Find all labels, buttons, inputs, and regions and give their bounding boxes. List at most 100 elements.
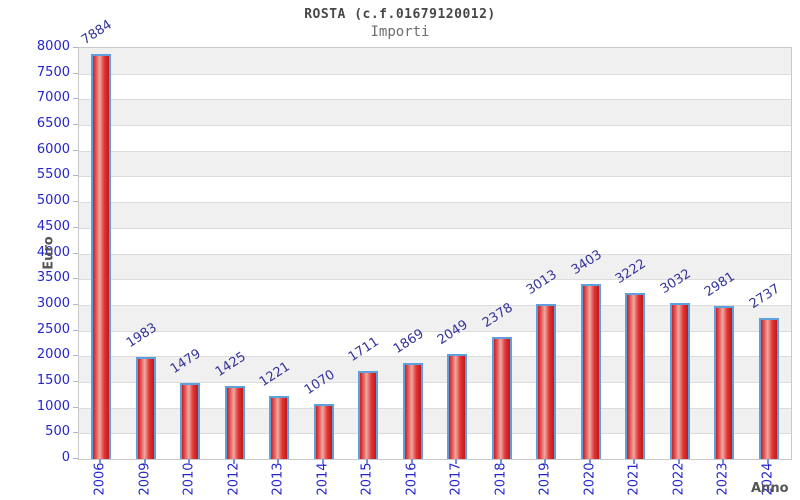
y-tick-label: 5500 [36, 167, 70, 183]
y-tick-mark [73, 406, 78, 408]
bar-2014 [313, 404, 334, 459]
y-tick-label: 500 [45, 424, 70, 440]
x-tick-mark [143, 459, 146, 464]
x-tick-mark [232, 459, 235, 464]
y-tick-label: 7000 [36, 90, 70, 106]
x-axis-title: Anno [751, 481, 789, 496]
gridline [79, 253, 791, 255]
gridline [79, 381, 791, 383]
plot-band [79, 125, 791, 151]
x-tick-mark [588, 459, 591, 464]
x-tick-label: 2023 [715, 462, 731, 496]
y-tick-mark [73, 149, 78, 151]
x-tick-mark [410, 459, 413, 464]
chart-title: ROSTA (c.f.01679120012) [304, 7, 496, 22]
plot-band [79, 176, 791, 203]
x-tick-label: 2015 [359, 462, 375, 496]
y-tick-mark [73, 432, 78, 434]
x-tick-mark [544, 459, 547, 464]
x-tick-mark [677, 459, 680, 464]
y-tick-label: 6500 [36, 116, 70, 132]
gridline [79, 125, 791, 127]
bar-2020 [580, 284, 601, 459]
x-tick-label: 2014 [315, 462, 331, 496]
x-tick-label: 2020 [582, 462, 598, 496]
x-tick-label: 2022 [671, 462, 687, 496]
gridline [79, 150, 791, 152]
bar-2022 [669, 303, 690, 459]
bar-2015 [358, 371, 379, 459]
y-tick-label: 0 [61, 450, 70, 465]
bar-2017 [447, 353, 468, 459]
x-tick-mark [722, 459, 725, 464]
x-tick-mark [455, 459, 458, 464]
y-tick-mark [73, 124, 78, 126]
gridline [79, 433, 791, 435]
bar-2016 [402, 362, 423, 459]
y-tick-mark [73, 303, 78, 305]
x-tick-mark [766, 459, 769, 464]
plot-band [79, 48, 791, 74]
y-tick-label: 4000 [36, 244, 70, 260]
bar-2021 [625, 293, 646, 459]
x-tick-mark [277, 459, 280, 464]
x-tick-label: 2006 [92, 462, 108, 496]
y-tick-mark [73, 201, 78, 203]
chart-subtitle: Importi [370, 24, 430, 40]
bar-2013 [269, 396, 290, 459]
y-tick-label: 2500 [36, 321, 70, 337]
plot-band [79, 279, 791, 305]
y-tick-label: 4500 [36, 218, 70, 234]
x-tick-label: 2019 [537, 462, 553, 496]
x-tick-label: 2016 [404, 462, 420, 496]
plot-band [79, 253, 791, 280]
gridline [79, 330, 791, 332]
gridline [79, 73, 791, 75]
y-tick-label: 6000 [36, 141, 70, 157]
bar-2010 [180, 383, 201, 459]
y-tick-label: 2000 [36, 347, 70, 363]
y-tick-mark [73, 72, 78, 74]
y-tick-label: 3000 [36, 295, 70, 311]
y-tick-mark [73, 98, 78, 100]
gridline [79, 99, 791, 101]
x-tick-label: 2012 [226, 462, 242, 496]
bar-2024 [758, 318, 779, 459]
y-tick-label: 1500 [36, 372, 70, 388]
y-tick-mark [73, 355, 78, 357]
x-tick-mark [188, 459, 191, 464]
plot-band [79, 150, 791, 177]
y-tick-mark [73, 380, 78, 382]
gridline [79, 304, 791, 306]
y-tick-label: 7500 [36, 64, 70, 80]
gridline [79, 176, 791, 178]
plot-band [79, 99, 791, 126]
y-tick-mark [73, 226, 78, 228]
y-tick-mark [73, 175, 78, 177]
y-tick-mark [73, 329, 78, 331]
x-tick-mark [633, 459, 636, 464]
x-tick-label: 2010 [181, 462, 197, 496]
bar-2009 [135, 357, 156, 459]
gridline [79, 202, 791, 204]
gridline [79, 356, 791, 358]
gridline [79, 227, 791, 229]
plot-area: 7884 1983 1479 1425 1221 1070 1711 1869 2049 2378… [78, 17, 792, 460]
x-tick-label: 2017 [448, 462, 464, 496]
plot-band [79, 73, 791, 100]
y-tick-mark [73, 252, 78, 254]
x-tick-label: 2021 [626, 462, 642, 496]
y-axis-title: Euro [41, 236, 57, 270]
y-tick-label: 3500 [36, 270, 70, 286]
gridline [79, 407, 791, 409]
gridline [79, 279, 791, 281]
bar-2006 [91, 53, 112, 459]
x-tick-mark [321, 459, 324, 464]
x-tick-label: 2013 [270, 462, 286, 496]
bar-2012 [224, 385, 245, 459]
y-tick-label: 1000 [36, 398, 70, 414]
y-tick-label: 5000 [36, 193, 70, 209]
bar-2023 [714, 305, 735, 459]
y-tick-mark [73, 458, 78, 459]
